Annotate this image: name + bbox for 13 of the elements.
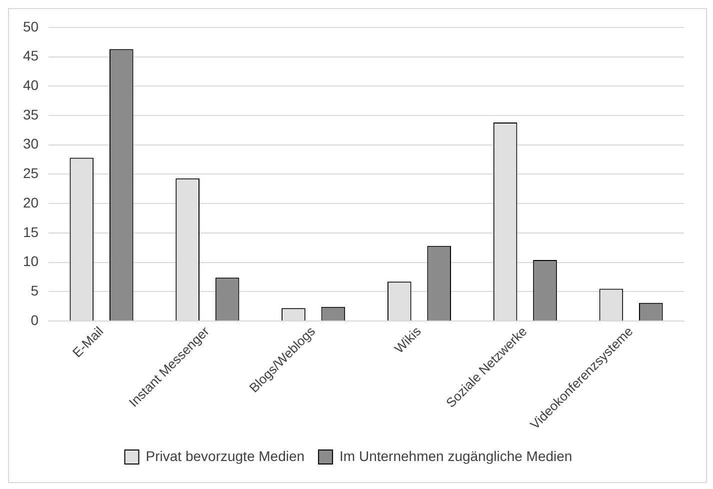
y-tick-label: 45 [22, 48, 39, 64]
y-tick-label: 50 [22, 18, 39, 34]
y-tick-label: 10 [22, 253, 39, 270]
y-tick-label: 40 [22, 76, 39, 93]
legend-label: Im Unternehmen zugängliche Medien [340, 448, 572, 464]
y-tick-label: 30 [22, 136, 39, 152]
y-tick-label: 0 [30, 312, 39, 328]
y-tick-label: 15 [22, 224, 39, 240]
y-tick-label: 5 [30, 282, 39, 299]
legend-label: Privat bevorzugte Medien [146, 448, 305, 464]
y-tick-label: 20 [22, 194, 39, 210]
y-tick-label: 25 [22, 165, 39, 182]
y-tick-label: 35 [22, 106, 39, 122]
